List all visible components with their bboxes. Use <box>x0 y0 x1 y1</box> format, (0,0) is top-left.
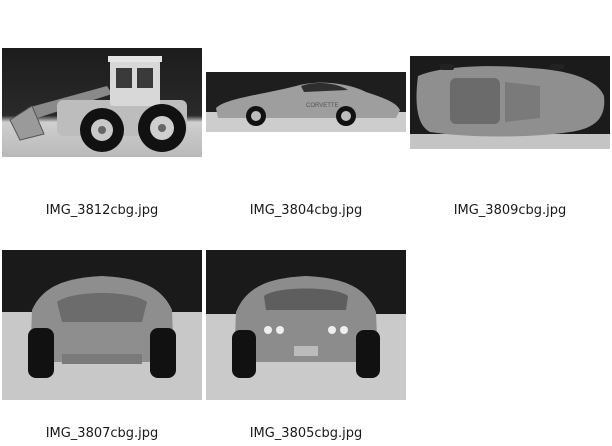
filename-label-img-3804: IMG_3804cbg.jpg <box>249 203 363 218</box>
filename-label-img-3812: IMG_3812cbg.jpg <box>45 203 159 218</box>
thumbnail-img-3804[interactable]: CORVETTE <box>206 72 406 132</box>
corvette-side-photo: CORVETTE <box>206 72 406 132</box>
filename-label-img-3807: IMG_3807cbg.jpg <box>45 426 159 441</box>
thumbnail-img-3807[interactable] <box>2 250 202 400</box>
filename-label-img-3809: IMG_3809cbg.jpg <box>453 203 567 218</box>
tractor-photo <box>2 48 202 157</box>
thumbnail-img-3809[interactable] <box>410 56 610 149</box>
car-front-photo <box>2 250 202 400</box>
car-rear-photo <box>206 250 406 400</box>
corvette-badge-text: CORVETTE <box>306 103 339 109</box>
thumbnail-img-3812[interactable] <box>2 48 202 157</box>
filename-label-img-3805: IMG_3805cbg.jpg <box>249 426 363 441</box>
thumbnail-img-3805[interactable] <box>206 250 406 400</box>
car-top-photo <box>410 56 610 149</box>
